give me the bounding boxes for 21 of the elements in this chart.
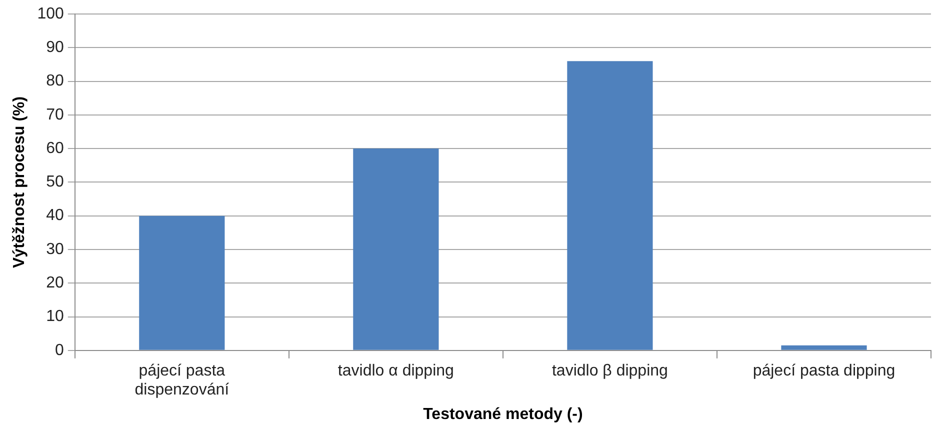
y-tick-label: 10 xyxy=(46,308,64,326)
y-tick-label: 30 xyxy=(46,240,64,258)
y-tick-label: 60 xyxy=(46,140,64,157)
bar xyxy=(353,148,439,350)
y-tick-label: 0 xyxy=(54,342,64,359)
y-tick-label: 40 xyxy=(46,207,64,224)
bar xyxy=(781,345,867,350)
x-tick-label: tavidlo α dipping xyxy=(338,362,454,380)
x-axis-title: Testované metody (-) xyxy=(423,406,583,423)
y-tick-label: 90 xyxy=(46,39,64,56)
y-tick-label: 50 xyxy=(46,174,64,191)
y-axis-title: Výtěžnost procesu (%) xyxy=(11,96,28,268)
x-tick-label: tavidlo β dipping xyxy=(552,362,668,380)
x-tick-label: pájecí pasta dispenzování xyxy=(134,362,230,399)
y-tick-label: 80 xyxy=(46,72,64,90)
x-tick-label: pájecí pasta dipping xyxy=(752,362,896,380)
bar xyxy=(567,61,653,350)
y-tick-label: 100 xyxy=(37,5,64,22)
y-tick-label: 70 xyxy=(46,106,64,124)
y-tick-label: 20 xyxy=(46,274,64,292)
bar xyxy=(139,216,225,350)
